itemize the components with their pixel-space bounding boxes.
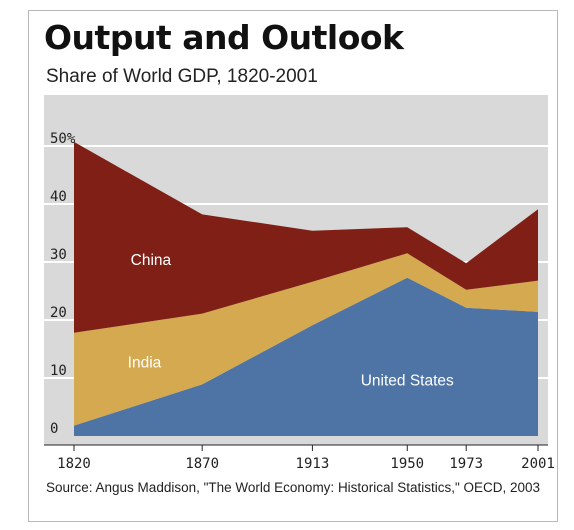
series-label-united-states: United States [361,373,454,390]
chart-title: Output and Outlook [44,18,404,57]
x-tick-label-1913: 1913 [296,456,330,472]
x-tick-label-2001: 2001 [521,456,555,472]
y-tick-label-40: 40 [50,189,67,205]
y-tick-label-50: 50% [50,131,76,147]
area-india [74,253,538,426]
series-label-india: India [128,355,162,372]
y-tick-label-30: 30 [50,247,67,263]
y-tick-label-20: 20 [50,305,67,321]
y-tick-label-10: 10 [50,363,67,379]
x-tick-label-1870: 1870 [185,456,219,472]
x-tick-label-1950: 1950 [390,456,424,472]
x-tick-label-1820: 1820 [57,456,91,472]
x-tick-label-1973: 1973 [449,456,483,472]
series-label-china: China [131,252,172,269]
area-united-states [74,277,538,436]
y-tick-label-0: 0 [50,421,58,437]
area-china [74,141,538,333]
source-note: Source: Angus Maddison, "The World Econo… [46,480,541,495]
chart-subtitle: Share of World GDP, 1820-2001 [46,66,318,87]
